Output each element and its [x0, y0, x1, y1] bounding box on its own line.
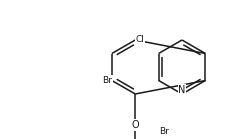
- Text: Cl: Cl: [136, 35, 145, 44]
- Text: Br: Br: [159, 127, 169, 136]
- Text: O: O: [131, 120, 139, 130]
- Text: Br: Br: [102, 76, 112, 85]
- Text: N: N: [178, 85, 186, 95]
